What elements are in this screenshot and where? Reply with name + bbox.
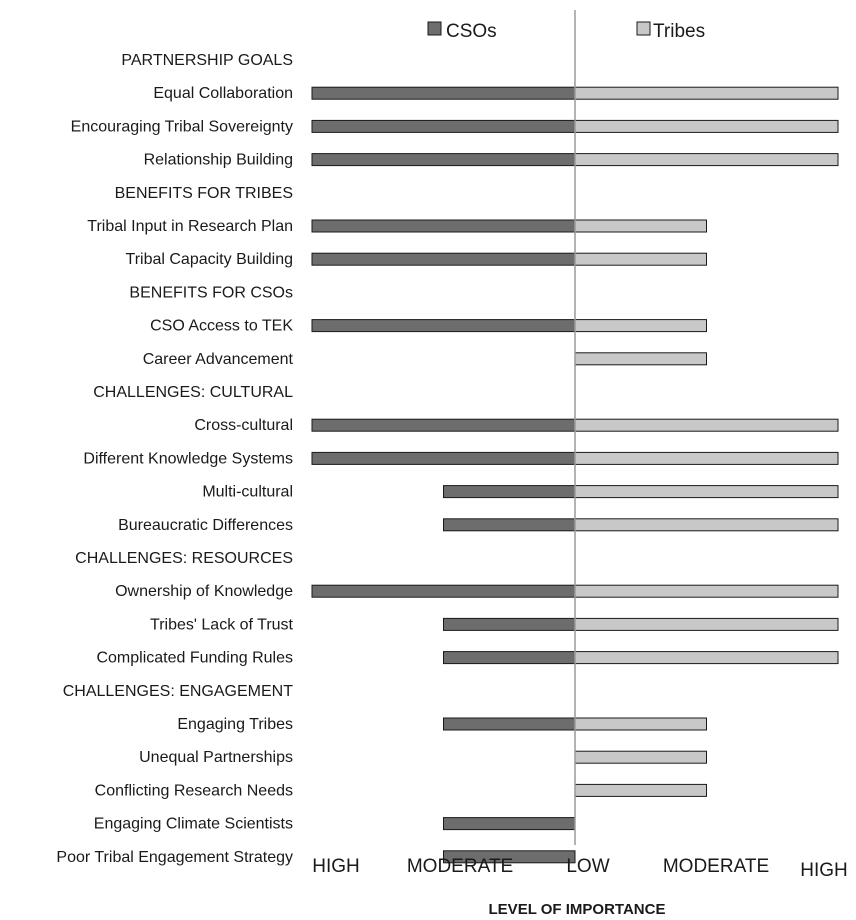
x-tick-label: MODERATE [407, 856, 513, 877]
bar-tribes-cso-access-to-tek [574, 319, 707, 333]
bar-csos-multi-cultural [443, 485, 576, 499]
bar-tribes-multi-cultural [574, 485, 839, 499]
bar-csos-relationship-building [311, 153, 576, 167]
bar-csos-equal-collaboration [311, 86, 576, 100]
category-label-bureaucratic-differences: Bureaucratic Differences [118, 517, 293, 534]
legend: CSOs Tribes [427, 21, 705, 42]
bar-csos-engaging-tribes [443, 717, 576, 731]
bar-tribes-tribal-input-in-research-plan [574, 219, 707, 233]
category-label-different-knowledge-systems: Different Knowledge Systems [83, 450, 293, 467]
section-header-benefits-for-tribes: BENEFITS FOR TRIBES [115, 185, 293, 202]
bar-tribes-conflicting-research-needs [574, 783, 707, 797]
bar-csos-cross-cultural [311, 418, 576, 432]
x-tick-label: LOW [566, 856, 609, 877]
bar-tribes-different-knowledge-systems [574, 451, 839, 465]
bar-tribes-cross-cultural [574, 418, 839, 432]
bar-tribes-bureaucratic-differences [574, 518, 839, 532]
category-label-engaging-tribes: Engaging Tribes [177, 716, 293, 733]
bar-csos-tribal-input-in-research-plan [311, 219, 576, 233]
category-label-engaging-climate-scientists: Engaging Climate Scientists [94, 816, 293, 833]
x-axis-ticks: HIGH MODERATE LOW MODERATE HIGH [312, 856, 848, 881]
bar-csos-encouraging-tribal-sovereignty [311, 119, 576, 133]
section-header-partnership-goals: PARTNERSHIP GOALS [121, 52, 293, 69]
category-label-cso-access-to-tek: CSO Access to TEK [150, 318, 293, 335]
x-tick-label: HIGH [312, 856, 360, 877]
bar-csos-complicated-funding-rules [443, 651, 576, 665]
x-axis-title: LEVEL OF IMPORTANCE [489, 901, 666, 918]
bar-tribes-equal-collaboration [574, 86, 839, 100]
bar-tribes-unequal-partnerships [574, 750, 707, 764]
section-header-challenges-engagement: CHALLENGES: ENGAGEMENT [63, 683, 294, 700]
bar-csos-poor-tribal-engagement-strategy [443, 850, 576, 864]
category-label-multi-cultural: Multi-cultural [202, 484, 293, 501]
legend-tribes-swatch [636, 21, 651, 36]
legend-tribes-label: Tribes [653, 21, 705, 42]
bar-csos-cso-access-to-tek [311, 319, 576, 333]
bar-csos-tribes-lack-of-trust [443, 617, 576, 631]
category-label-complicated-funding-rules: Complicated Funding Rules [96, 650, 293, 667]
legend-csos-label: CSOs [446, 21, 497, 42]
bar-tribes-tribal-capacity-building [574, 252, 707, 266]
category-label-ownership-of-knowledge: Ownership of Knowledge [115, 583, 293, 600]
section-header-challenges-resources: CHALLENGES: RESOURCES [75, 550, 293, 567]
section-header-challenges-cultural: CHALLENGES: CULTURAL [93, 384, 293, 401]
bar-tribes-ownership-of-knowledge [574, 584, 839, 598]
bar-csos-bureaucratic-differences [443, 518, 576, 532]
category-label-equal-collaboration: Equal Collaboration [153, 85, 293, 102]
category-label-poor-tribal-engagement-strategy: Poor Tribal Engagement Strategy [56, 849, 293, 866]
bar-csos-ownership-of-knowledge [311, 584, 576, 598]
category-label-tribes-lack-of-trust: Tribes' Lack of Trust [150, 616, 294, 633]
category-label-cross-cultural: Cross-cultural [194, 417, 293, 434]
category-label-relationship-building: Relationship Building [144, 152, 293, 169]
category-label-career-advancement: Career Advancement [143, 351, 294, 368]
x-tick-label: HIGH [800, 860, 848, 881]
bar-csos-different-knowledge-systems [311, 451, 576, 465]
legend-csos-swatch [427, 21, 442, 36]
bar-csos-tribal-capacity-building [311, 252, 576, 266]
x-tick-label: MODERATE [663, 856, 769, 877]
bar-tribes-relationship-building [574, 153, 839, 167]
bar-tribes-encouraging-tribal-sovereignty [574, 119, 839, 133]
category-labels: PARTNERSHIP GOALS Equal Collaboration Enco… [56, 52, 293, 866]
category-label-encouraging-tribal-sovereignty: Encouraging Tribal Sovereignty [71, 118, 293, 135]
bar-tribes-engaging-tribes [574, 717, 707, 731]
bar-tribes-tribes-lack-of-trust [574, 617, 839, 631]
bar-tribes-complicated-funding-rules [574, 651, 839, 665]
bar-csos-engaging-climate-scientists [443, 817, 576, 831]
category-label-conflicting-research-needs: Conflicting Research Needs [95, 782, 293, 799]
category-label-tribal-capacity-building: Tribal Capacity Building [126, 251, 293, 268]
category-label-tribal-input-in-research-plan: Tribal Input in Research Plan [87, 218, 293, 235]
bar-tribes-career-advancement [574, 352, 707, 366]
section-header-benefits-for-csos: BENEFITS FOR CSOs [129, 284, 293, 301]
category-label-unequal-partnerships: Unequal Partnerships [139, 749, 293, 766]
